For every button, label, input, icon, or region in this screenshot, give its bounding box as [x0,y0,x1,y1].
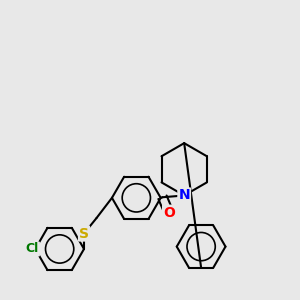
Text: O: O [163,206,175,220]
Text: N: N [178,188,190,203]
Text: Cl: Cl [26,242,39,256]
Text: S: S [79,226,89,241]
